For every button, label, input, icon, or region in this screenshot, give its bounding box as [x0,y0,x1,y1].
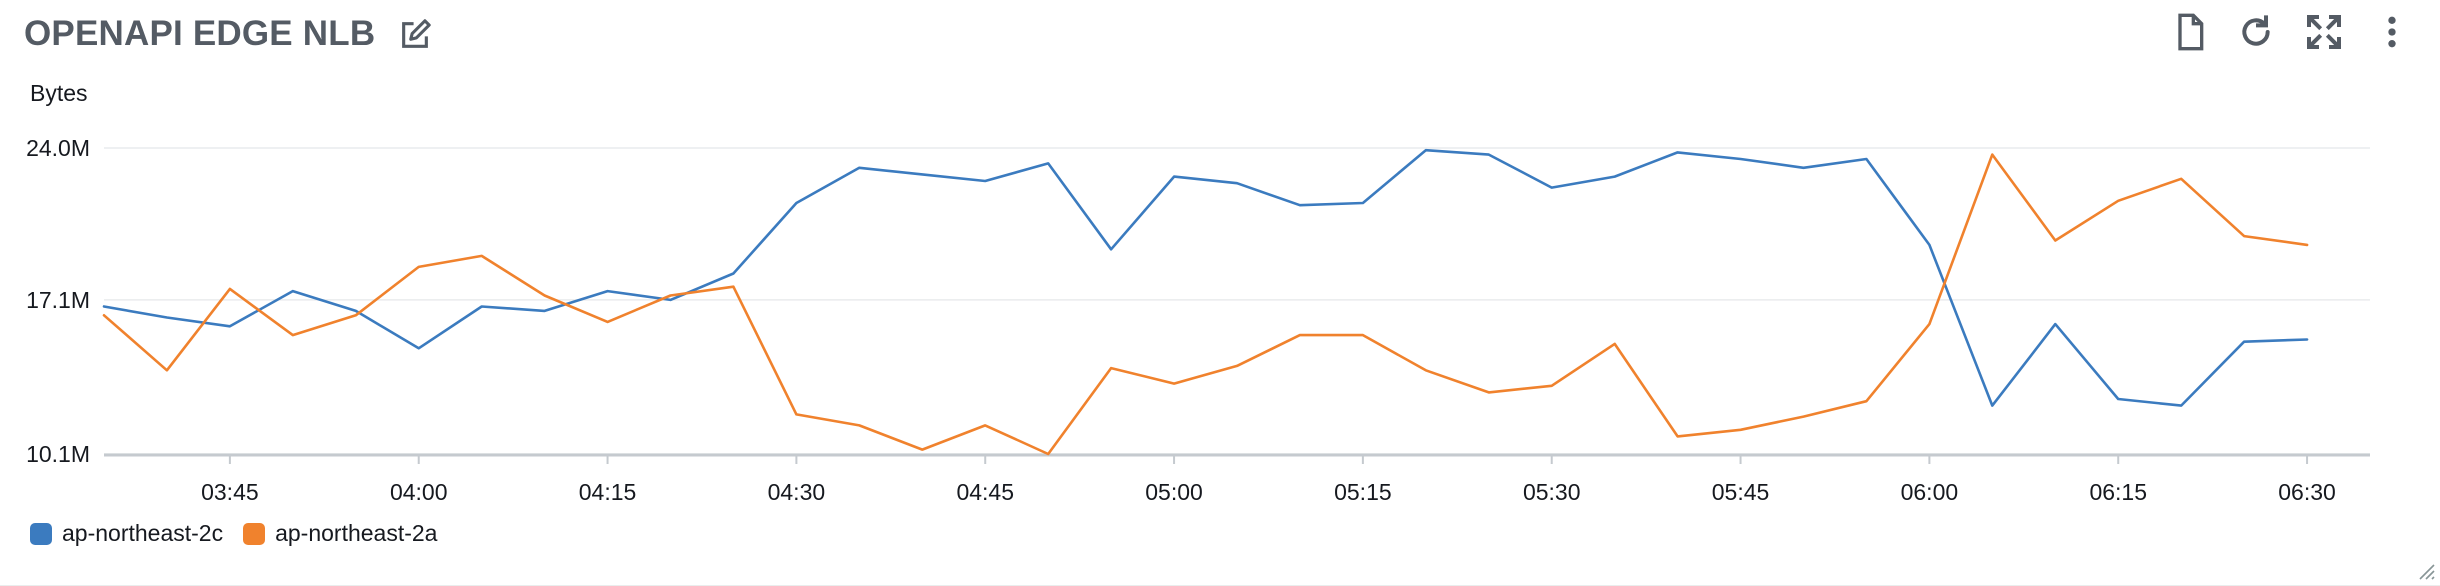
chart-legend: ap-northeast-2c ap-northeast-2a [30,520,457,547]
legend-label: ap-northeast-2c [62,520,224,546]
resize-handle-icon[interactable] [2414,559,2436,581]
x-tick-label: 06:00 [1901,479,1959,505]
refresh-icon[interactable] [2236,12,2276,52]
x-tick-label: 05:15 [1334,479,1392,505]
widget-title: OPENAPI EDGE NLB [24,14,376,53]
x-tick-label: 04:15 [579,479,637,505]
y-tick-label: 17.1M [26,287,90,313]
legend-swatch [30,522,52,545]
x-tick-label: 04:00 [390,479,448,505]
edit-icon[interactable] [398,18,432,52]
legend-item-ap-northeast-2a[interactable]: ap-northeast-2a [243,520,437,547]
series-line-ap-northeast-2c [102,148,2309,407]
document-icon[interactable] [2170,12,2210,52]
y-tick-label: 10.1M [26,441,90,467]
x-tick-label: 04:30 [768,479,826,505]
x-tick-label: 06:30 [2278,479,2336,505]
x-tick-label: 04:45 [956,479,1014,505]
series-line-ap-northeast-2a [102,153,2309,456]
widget-header: OPENAPI EDGE NLB [0,0,2440,70]
legend-item-ap-northeast-2c[interactable]: ap-northeast-2c [30,520,223,547]
x-tick-label: 03:45 [201,479,259,505]
legend-label: ap-northeast-2a [275,520,438,546]
x-tick-label: 05:45 [1712,479,1770,505]
more-vertical-icon[interactable] [2372,12,2412,52]
expand-icon[interactable] [2304,12,2344,52]
y-axis-label: Bytes [30,80,88,106]
legend-swatch [243,522,266,545]
x-tick-label: 06:15 [2089,479,2147,505]
x-tick-label: 05:30 [1523,479,1581,505]
x-tick-label: 05:00 [1145,479,1203,505]
y-tick-label: 24.0M [26,135,90,161]
